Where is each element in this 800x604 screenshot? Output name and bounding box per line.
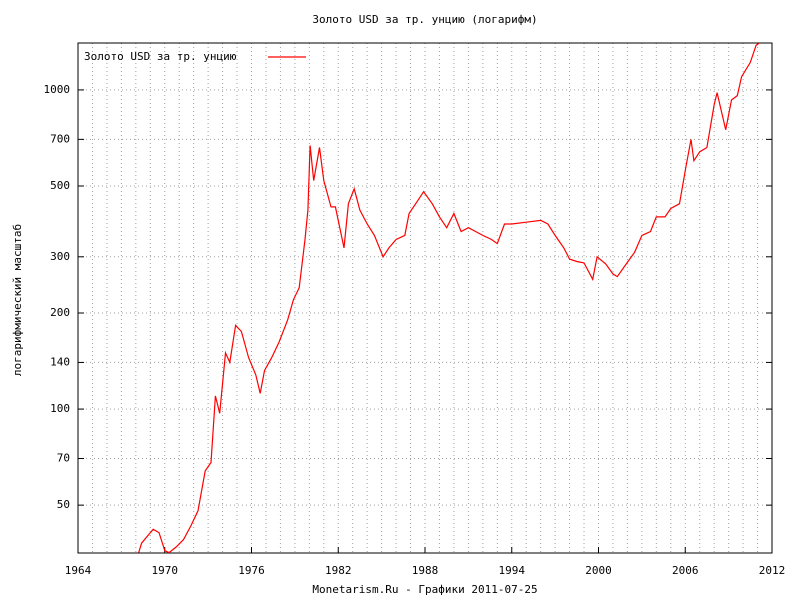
x-tick-label: 1994 — [499, 564, 526, 577]
x-tick-label: 2000 — [585, 564, 612, 577]
x-tick-label: 1970 — [152, 564, 179, 577]
y-tick-label: 200 — [50, 306, 70, 319]
x-tick-label: 1976 — [238, 564, 265, 577]
x-tick-label: 1982 — [325, 564, 352, 577]
x-tick-label: 2006 — [672, 564, 699, 577]
x-axis-label: Monetarism.Ru - Графики 2011-07-25 — [312, 583, 537, 596]
y-tick-label: 100 — [50, 402, 70, 415]
chart-title: Золото USD за тр. унцию (логарифм) — [312, 13, 537, 26]
plot-frame — [77, 42, 773, 554]
y-tick-label: 140 — [50, 355, 70, 368]
y-tick-label: 300 — [50, 250, 70, 263]
line — [138, 43, 760, 553]
x-tick-label: 2012 — [759, 564, 786, 577]
y-tick-label: 700 — [50, 132, 70, 145]
y-tick-label: 50 — [57, 498, 70, 511]
y-tick-label: 500 — [50, 179, 70, 192]
y-axis-label: логарифмический масштаб — [11, 224, 24, 376]
legend-label: Золото USD за тр. унцию — [84, 50, 237, 63]
y-tick-label: 1000 — [44, 83, 71, 96]
x-tick-label: 1988 — [412, 564, 439, 577]
x-tick-label: 1964 — [65, 564, 92, 577]
y-tick-label: 70 — [57, 452, 70, 465]
